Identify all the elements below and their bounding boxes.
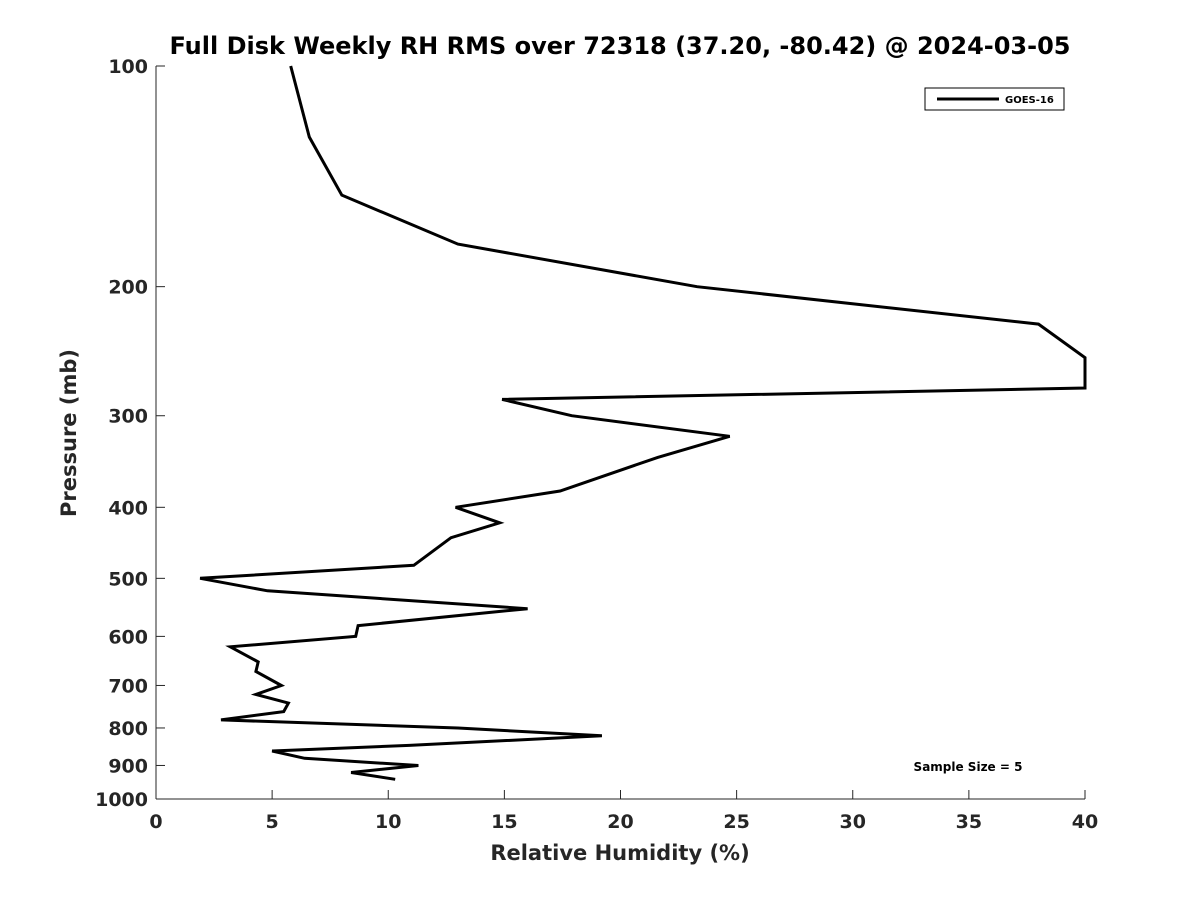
y-tick-label: 500 bbox=[108, 568, 148, 590]
plot-background bbox=[156, 66, 1085, 799]
y-tick-label: 200 bbox=[108, 277, 148, 299]
x-tick-label: 5 bbox=[266, 811, 279, 833]
legend-label: GOES-16 bbox=[1005, 95, 1054, 106]
y-tick-label: 600 bbox=[108, 626, 148, 648]
x-tick-label: 35 bbox=[956, 811, 982, 833]
y-tick-label: 400 bbox=[108, 497, 148, 519]
x-axis-label: Relative Humidity (%) bbox=[490, 841, 749, 865]
x-tick-label: 20 bbox=[607, 811, 633, 833]
x-tick-label: 10 bbox=[375, 811, 401, 833]
y-tick-label: 1000 bbox=[95, 789, 148, 811]
x-tick-label: 15 bbox=[491, 811, 517, 833]
x-tick-label: 40 bbox=[1072, 811, 1098, 833]
sample-size-annotation: Sample Size = 5 bbox=[914, 760, 1023, 774]
y-tick-label: 700 bbox=[108, 675, 148, 697]
y-tick-label: 100 bbox=[108, 56, 148, 78]
axes: 0 5 10 15 20 25 30 35 40 100 200 300 400 500 600 700 800… bbox=[95, 56, 1098, 833]
series-line bbox=[199, 65, 1087, 781]
series-group bbox=[199, 65, 1087, 781]
y-tick-label: 300 bbox=[108, 406, 148, 428]
legend: GOES-16 bbox=[924, 87, 1065, 111]
y-axis-label: Pressure (mb) bbox=[57, 349, 81, 517]
x-tick-label: 25 bbox=[723, 811, 749, 833]
x-tick-label: 0 bbox=[149, 811, 162, 833]
y-tick-label: 900 bbox=[108, 755, 148, 777]
chart-title: Full Disk Weekly RH RMS over 72318 (37.2… bbox=[169, 32, 1070, 60]
x-tick-label: 30 bbox=[840, 811, 866, 833]
y-tick-label: 800 bbox=[108, 718, 148, 740]
